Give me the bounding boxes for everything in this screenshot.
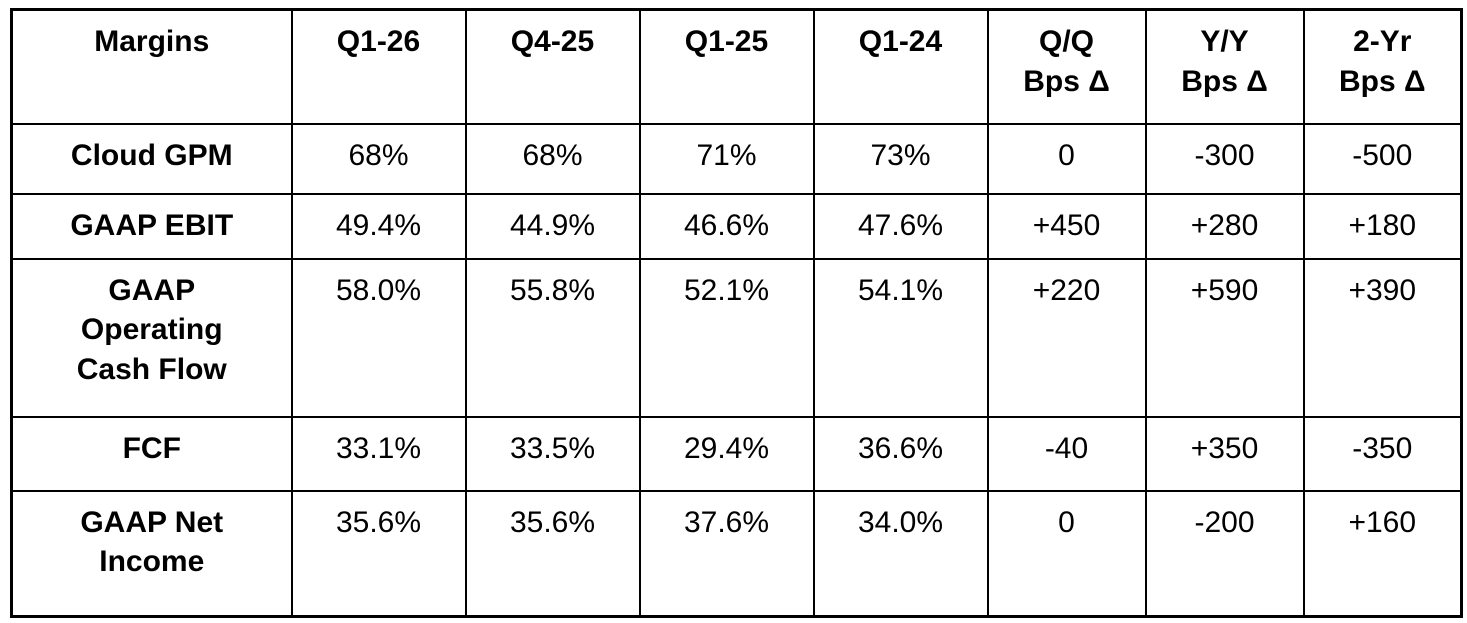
header-q1-25: Q1-25 [638,8,815,125]
cell-value: 54.1% [812,257,989,418]
cell-value: 46.6% [638,192,815,260]
cell-value: 44.9% [464,192,641,260]
row-label: Cloud GPM [10,122,293,195]
cell-value: -500 [1302,122,1463,195]
header-yy-bps-delta: Y/Y Bps Δ [1144,8,1305,125]
table-row-fcf: FCF 33.1% 33.5% 29.4% 36.6% -40 +350 -35… [10,415,1463,492]
header-q1-24: Q1-24 [812,8,989,125]
header-row: Margins Q1-26 Q4-25 Q1-25 Q1-24 Q/Q Bps … [10,8,1463,125]
cell-value: 35.6% [290,489,467,618]
cell-value: +180 [1302,192,1463,260]
cell-value: -40 [986,415,1147,492]
cell-value: 29.4% [638,415,815,492]
row-label: FCF [10,415,293,492]
cell-value: +590 [1144,257,1305,418]
cell-value: +280 [1144,192,1305,260]
cell-value: 47.6% [812,192,989,260]
cell-value: 0 [986,122,1147,195]
cell-value: 73% [812,122,989,195]
table-row-gaap-operating-cash-flow: GAAP Operating Cash Flow 58.0% 55.8% 52.… [10,257,1463,418]
header-margins: Margins [10,8,293,125]
cell-value: +390 [1302,257,1463,418]
cell-value: 33.1% [290,415,467,492]
cell-value: 58.0% [290,257,467,418]
header-q4-25: Q4-25 [464,8,641,125]
cell-value: 52.1% [638,257,815,418]
cell-value: 34.0% [812,489,989,618]
row-label: GAAP Operating Cash Flow [10,257,293,418]
cell-value: 35.6% [464,489,641,618]
header-q1-26: Q1-26 [290,8,467,125]
cell-value: 0 [986,489,1147,618]
header-2yr-bps-delta: 2-Yr Bps Δ [1302,8,1463,125]
cell-value: -300 [1144,122,1305,195]
table-row-gaap-ebit: GAAP EBIT 49.4% 44.9% 46.6% 47.6% +450 +… [10,192,1463,260]
cell-value: +450 [986,192,1147,260]
cell-value: 68% [464,122,641,195]
row-label: GAAP EBIT [10,192,293,260]
cell-value: 49.4% [290,192,467,260]
cell-value: 37.6% [638,489,815,618]
cell-value: +350 [1144,415,1305,492]
header-qq-bps-delta: Q/Q Bps Δ [986,8,1147,125]
cell-value: 55.8% [464,257,641,418]
cell-value: -200 [1144,489,1305,618]
cell-value: +160 [1302,489,1463,618]
table-row-cloud-gpm: Cloud GPM 68% 68% 71% 73% 0 -300 -500 [10,122,1463,195]
cell-value: 33.5% [464,415,641,492]
cell-value: 36.6% [812,415,989,492]
cell-value: -350 [1302,415,1463,492]
cell-value: 68% [290,122,467,195]
cell-value: 71% [638,122,815,195]
row-label: GAAP Net Income [10,489,293,618]
table-row-gaap-net-income: GAAP Net Income 35.6% 35.6% 37.6% 34.0% … [10,489,1463,618]
cell-value: +220 [986,257,1147,418]
margins-table: Margins Q1-26 Q4-25 Q1-25 Q1-24 Q/Q Bps … [10,8,1463,618]
